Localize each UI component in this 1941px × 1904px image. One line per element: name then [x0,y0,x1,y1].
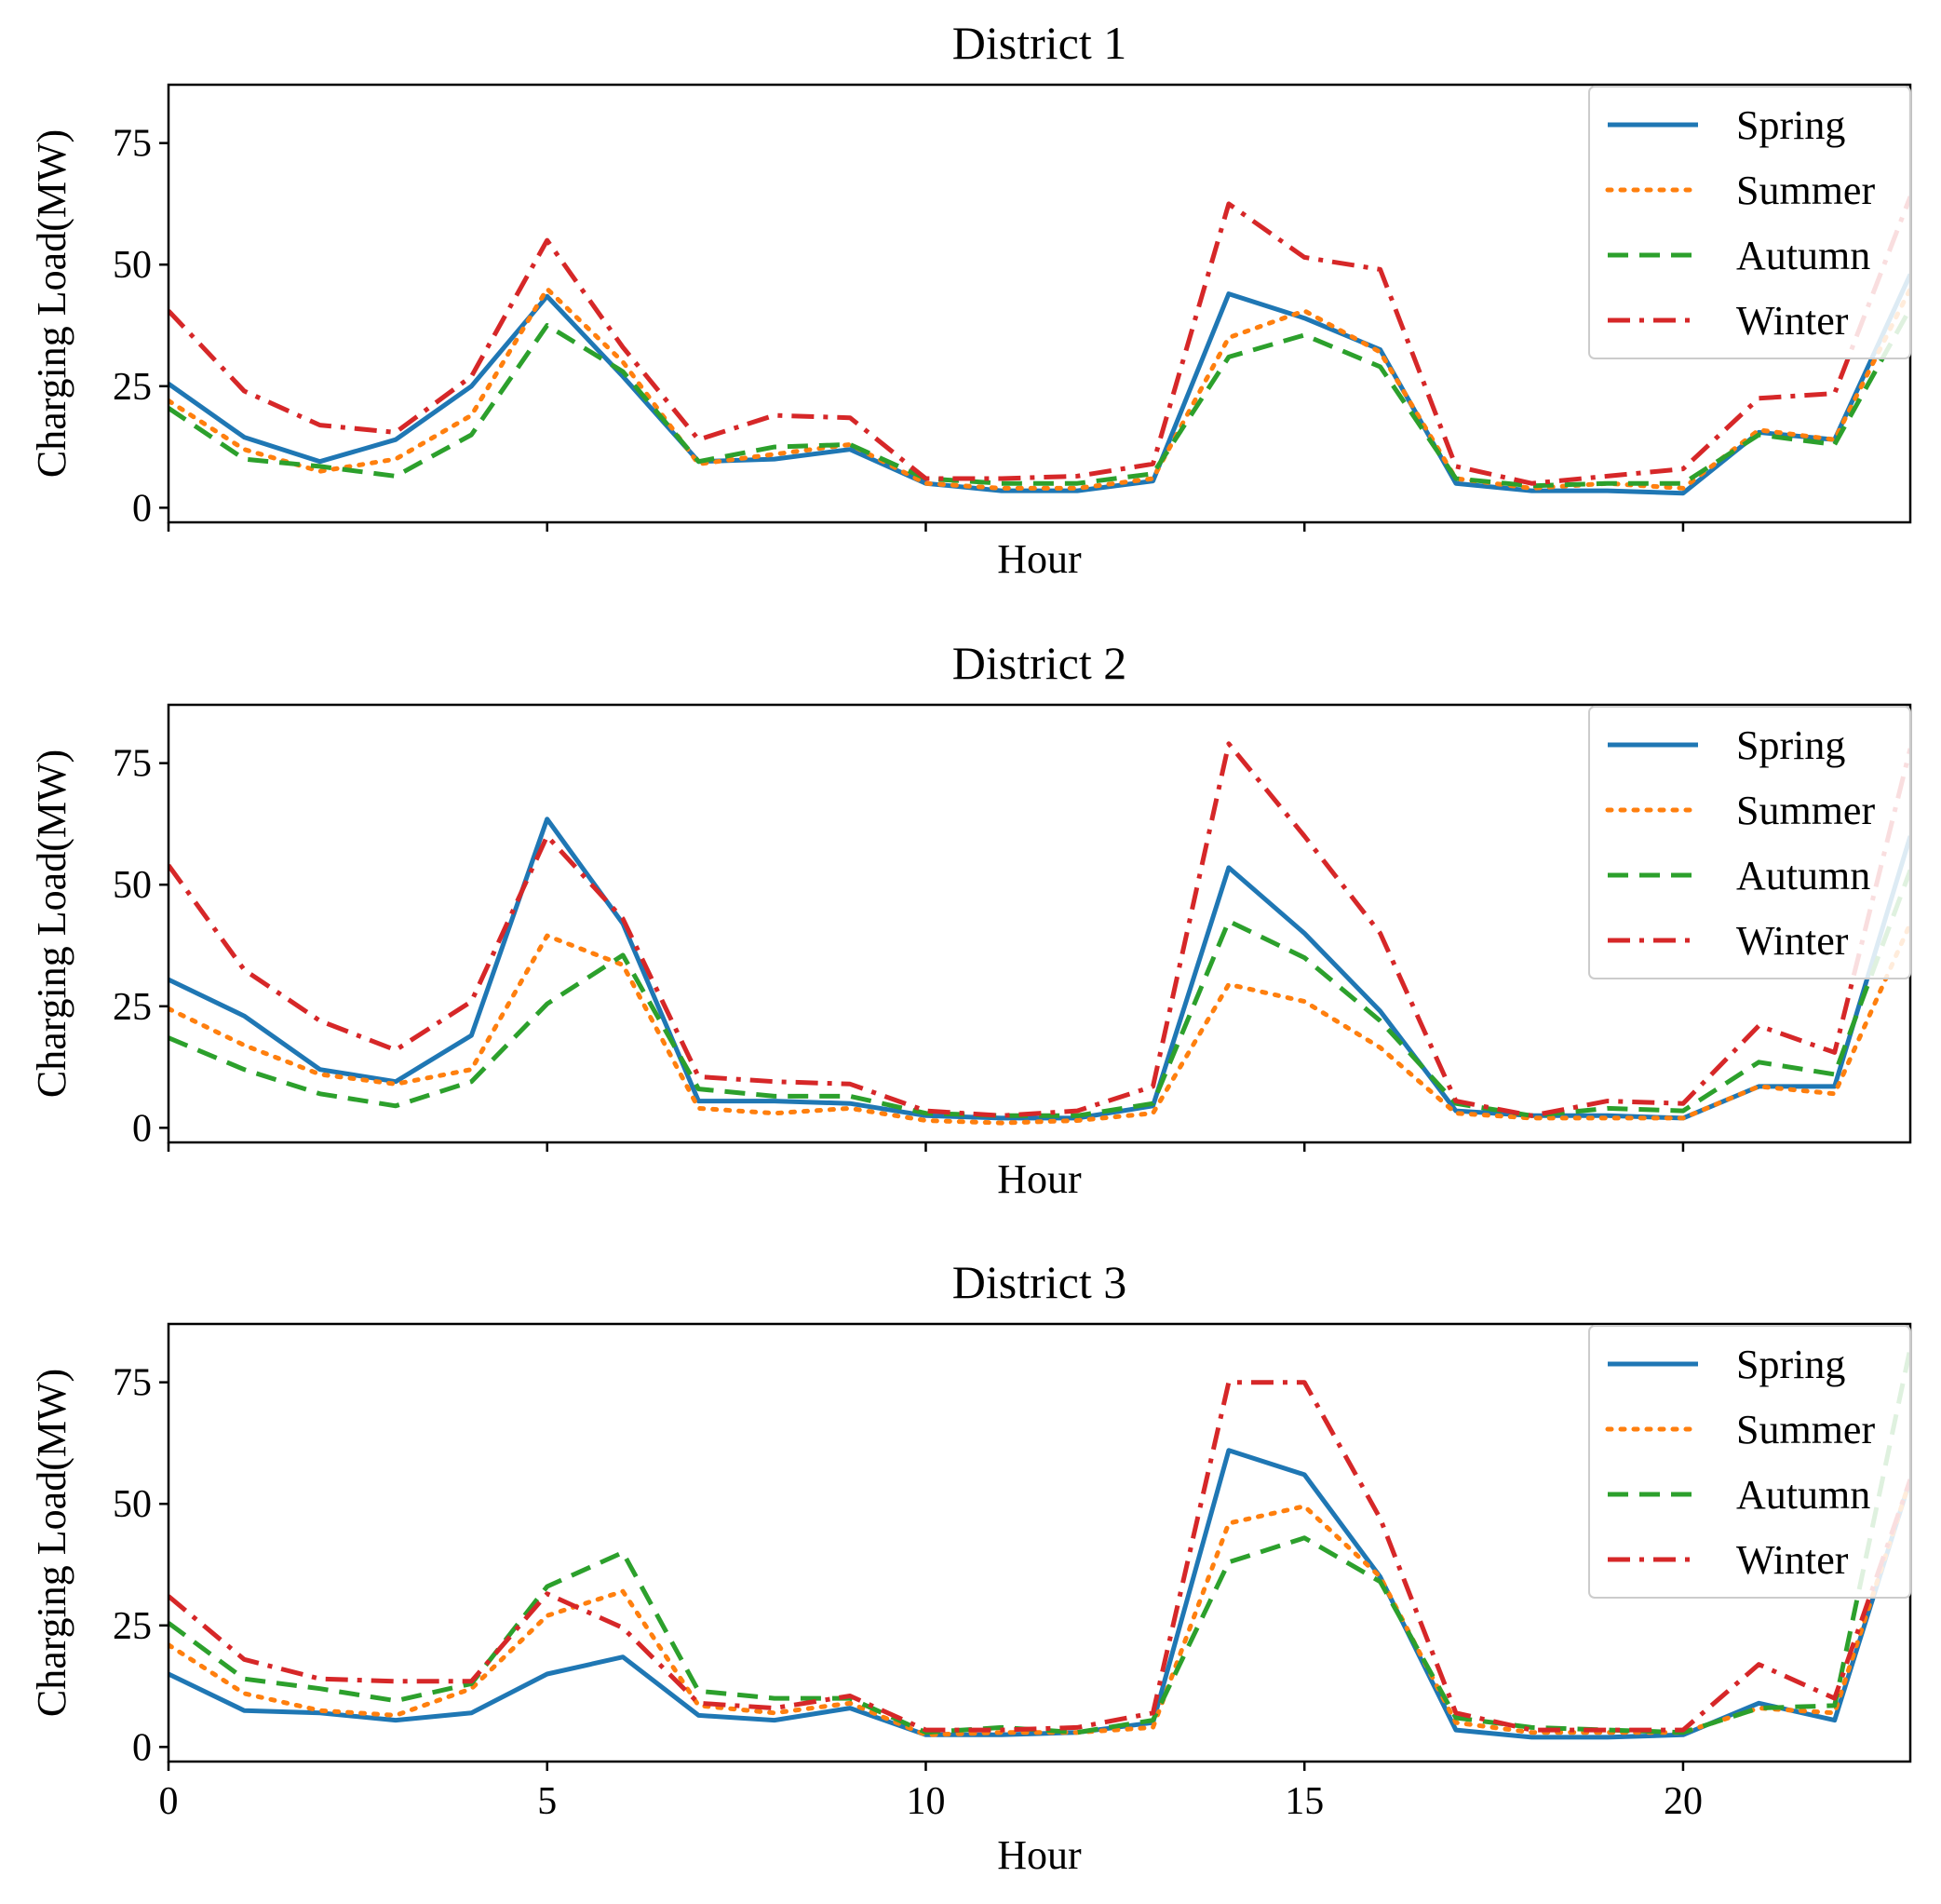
series-group [168,196,1910,496]
legend-label-spring: Spring [1736,102,1845,148]
y-tick-label: 75 [113,1362,152,1405]
series-line-summer [168,921,1910,1126]
y-tick-label: 25 [113,366,152,409]
x-tick-label: 15 [1285,1780,1324,1823]
y-axis-label: Charging Load(MW) [29,1369,74,1717]
series-line-autumn [168,1347,1910,1735]
subplot-district-1: District 1 0 25 50 75 Hour Charging Load(MW) Sp… [29,17,1912,582]
subplot-district-3: District 3 0 25 50 75 0 5 10 15 20 Hour Charging Lo… [29,1256,1912,1878]
subplot-district-2: District 2 0 25 50 75 Hour Charging Load(MW) Sp… [29,637,1912,1202]
x-tick-label: 20 [1664,1780,1703,1823]
y-tick-label: 75 [113,743,152,786]
series-line-winter [168,741,1910,1118]
legend-label-winter: Winter [1736,1537,1849,1583]
legend-label-autumn: Autumn [1736,1472,1870,1518]
y-tick-label: 0 [132,1726,152,1769]
y-tick-label: 50 [113,1483,152,1526]
x-axis-label: Hour [997,536,1082,582]
chart-title: District 3 [952,1256,1126,1308]
series-line-autumn [168,869,1910,1118]
y-tick-label: 0 [132,487,152,530]
legend-box [1588,86,1911,359]
y-tick-label: 0 [132,1107,152,1150]
legend-label-winter: Winter [1736,918,1849,964]
series-line-winter [168,196,1910,486]
chart-title: District 2 [952,637,1126,689]
legend-box [1588,706,1911,979]
y-axis-label: Charging Load(MW) [29,129,74,478]
x-axis-label: Hour [997,1156,1082,1202]
series-line-summer [168,1477,1910,1737]
legend-label-spring: Spring [1736,722,1845,768]
x-tick-label: 5 [537,1780,557,1823]
legend-box [1588,1325,1911,1599]
x-axis-label: Hour [997,1832,1082,1878]
series-group [168,741,1910,1126]
y-tick-label: 50 [113,864,152,907]
chart-title: District 1 [952,17,1126,69]
series-group [168,1347,1910,1740]
legend-label-winter: Winter [1736,298,1849,344]
legend-label-spring: Spring [1736,1342,1845,1387]
legend-label-autumn: Autumn [1736,233,1870,278]
x-tick-label: 0 [159,1780,179,1823]
y-tick-label: 50 [113,244,152,287]
y-axis-label: Charging Load(MW) [29,749,74,1098]
series-line-autumn [168,306,1910,489]
legend-label-summer: Summer [1736,168,1875,213]
y-tick-label: 25 [113,986,152,1029]
legend-label-autumn: Autumn [1736,853,1870,898]
legend-label-summer: Summer [1736,788,1875,833]
y-tick-label: 75 [113,123,152,166]
x-tick-label: 10 [906,1780,945,1823]
series-line-spring [168,817,1910,1121]
series-line-spring [168,273,1910,496]
legend-label-summer: Summer [1736,1407,1875,1452]
y-tick-label: 25 [113,1605,152,1648]
series-line-summer [168,286,1910,491]
